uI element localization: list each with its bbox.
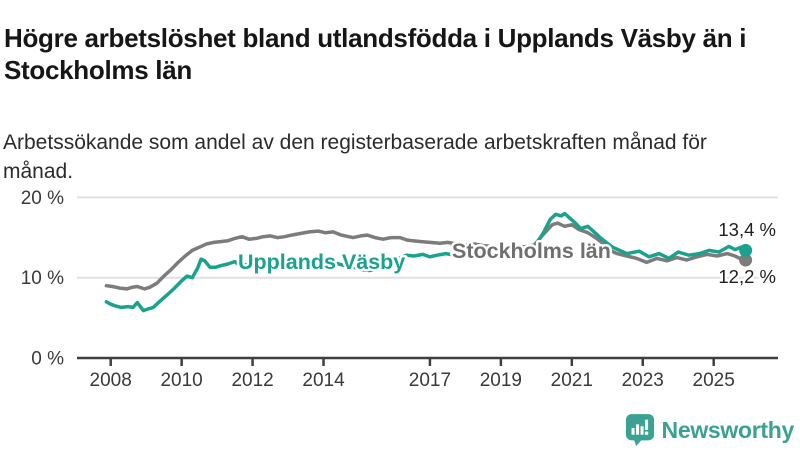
x-tick-label: 2023 [622, 370, 664, 391]
newsworthy-logo: Newsworthy [625, 413, 794, 447]
x-tick-label: 2025 [693, 370, 735, 391]
x-tick-label: 2010 [160, 370, 202, 391]
end-value-label: 12,2 % [718, 266, 776, 287]
series-label: Stockholms län [452, 239, 611, 263]
x-tick-label: 2019 [480, 370, 522, 391]
series-line-stockholms-l-n [104, 221, 748, 291]
series-label: Upplands Väsby [238, 250, 405, 274]
page-title: Högre arbetslöshet bland utlandsfödda i … [4, 23, 747, 86]
series-line-upplands-v-sby [104, 211, 748, 313]
y-tick-label: 0 % [31, 349, 64, 370]
y-tick-label: 10 % [21, 268, 64, 289]
bar-chart-speech-bubble-icon [625, 414, 654, 446]
x-tick-label: 2008 [90, 370, 132, 391]
x-tick-label: 2014 [302, 370, 345, 391]
x-tick-label: 2012 [231, 370, 273, 391]
x-tick-label: 2021 [551, 370, 593, 391]
line-chart: 2008 2010 2012 2014 2017 2019 2021 2023 2025 0 % 1… [21, 188, 779, 391]
newsworthy-logo-text: Newsworthy [661, 416, 795, 443]
x-tick-label: 2017 [409, 370, 451, 391]
series-end-dot-upplands-v-sby [739, 243, 753, 257]
y-tick-label: 20 % [21, 188, 64, 209]
chart-subtitle: Arbetssökande som andel av den registerb… [3, 131, 707, 183]
series-end-dot-stockholms-l-n [739, 253, 753, 267]
end-value-label: 13,4 % [718, 219, 776, 240]
